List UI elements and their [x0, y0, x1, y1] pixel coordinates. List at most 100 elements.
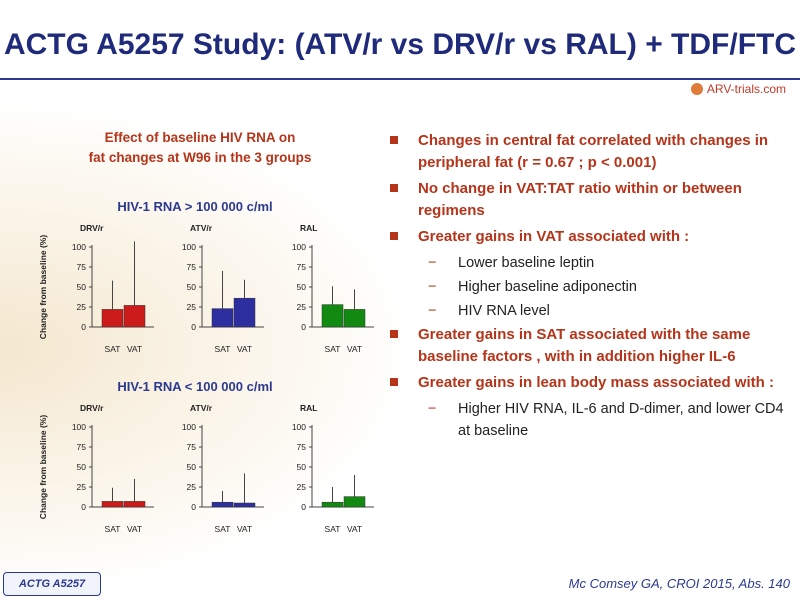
- x-tick-label: VAT: [347, 524, 362, 534]
- sub-bullet-item: − Higher HIV RNA, IL-6 and D-dimer, and l…: [390, 398, 790, 442]
- bullet-item: Greater gains in lean body mass associat…: [390, 372, 790, 394]
- panel-label: DRV/r: [80, 223, 104, 233]
- y-tick-label: 100: [292, 242, 306, 252]
- dash-icon: −: [428, 279, 437, 295]
- y-tick-label: 50: [297, 282, 307, 292]
- bullet-text: Greater gains in SAT associated with the…: [418, 326, 751, 365]
- panel-label: RAL: [300, 403, 317, 413]
- y-tick-label: 25: [297, 302, 307, 312]
- sub-bullet-item: − Higher baseline adiponectin: [390, 276, 790, 298]
- chart-title-line2: fat changes at W96 in the 3 groups: [88, 150, 312, 165]
- bullet-list: Changes in central fat correlated with c…: [390, 130, 790, 444]
- y-tick-label: 100: [292, 422, 306, 432]
- chart-subtitle: HIV-1 RNA < 100 000 c/ml: [117, 379, 272, 394]
- bullet-item: No change in VAT:TAT ratio within or bet…: [390, 178, 790, 222]
- y-tick-label: 50: [77, 462, 87, 472]
- y-axis-label: Change from baseline (%): [38, 415, 48, 520]
- chart-title: Effect of baseline HIV RNA on fat change…: [40, 128, 360, 168]
- sub-bullet-item: − HIV RNA level: [390, 300, 790, 322]
- x-tick-label: VAT: [127, 524, 142, 534]
- bar: [233, 502, 256, 508]
- bullet-text: HIV RNA level: [458, 303, 550, 319]
- bullet-square-icon: [390, 184, 398, 192]
- y-tick-label: 50: [187, 282, 197, 292]
- dash-icon: −: [428, 255, 437, 271]
- chart-subtitle: HIV-1 RNA > 100 000 c/ml: [117, 199, 272, 214]
- bullet-text: Greater gains in VAT associated with :: [418, 228, 690, 245]
- y-tick-label: 100: [72, 242, 86, 252]
- y-tick-label: 25: [77, 302, 87, 312]
- x-tick-label: VAT: [237, 524, 252, 534]
- x-tick-label: SAT: [215, 524, 231, 534]
- bar: [321, 304, 344, 328]
- y-tick-label: 75: [187, 262, 197, 272]
- bar: [343, 496, 366, 508]
- bar: [101, 309, 124, 328]
- bar: [343, 309, 366, 328]
- y-tick-label: 0: [81, 502, 86, 512]
- x-tick-label: VAT: [237, 344, 252, 354]
- x-tick-label: VAT: [127, 344, 142, 354]
- y-tick-label: 50: [187, 462, 197, 472]
- bullet-text: Greater gains in lean body mass associat…: [418, 374, 774, 391]
- y-tick-label: 100: [182, 422, 196, 432]
- panel-label: RAL: [300, 223, 317, 233]
- bar: [123, 305, 146, 328]
- y-tick-label: 75: [77, 442, 87, 452]
- bar: [101, 501, 124, 508]
- y-tick-label: 0: [191, 502, 196, 512]
- panel-label: ATV/r: [190, 403, 213, 413]
- y-tick-label: 25: [187, 302, 197, 312]
- dash-icon: −: [428, 401, 437, 417]
- background-fade: [0, 96, 420, 600]
- bar-charts: HIV-1 RNA > 100 000 c/ml Change from base…: [38, 199, 374, 534]
- y-tick-label: 0: [301, 322, 306, 332]
- logo-icon: [690, 83, 703, 95]
- bar: [233, 297, 256, 328]
- reference-citation: Mc Comsey GA, CROI 2015, Abs. 140: [568, 576, 790, 591]
- bullet-square-icon: [390, 136, 398, 144]
- chart-title-line1: Effect of baseline HIV RNA on: [104, 130, 296, 145]
- page-title: ACTG A5257 Study: (ATV/r vs DRV/r vs RAL…: [3, 28, 797, 61]
- bar: [211, 501, 234, 508]
- bullet-text: Lower baseline leptin: [458, 255, 595, 271]
- y-tick-label: 25: [187, 482, 197, 492]
- study-tag: ACTG A5257: [3, 572, 101, 596]
- dash-icon: −: [428, 303, 437, 319]
- bar: [321, 501, 344, 508]
- y-tick-label: 100: [72, 422, 86, 432]
- bullet-text: Higher baseline adiponectin: [458, 279, 637, 295]
- y-tick-label: 75: [187, 442, 197, 452]
- title-divider: [0, 78, 800, 80]
- bullet-item: Changes in central fat correlated with c…: [390, 130, 790, 174]
- panel-label: ATV/r: [190, 223, 213, 233]
- y-tick-label: 75: [77, 262, 87, 272]
- y-tick-label: 75: [297, 442, 307, 452]
- bullet-text: No change in VAT:TAT ratio within or bet…: [418, 180, 742, 219]
- bullet-square-icon: [390, 378, 398, 386]
- y-tick-label: 75: [297, 262, 307, 272]
- arv-trials-logo: ARV-trials.com: [690, 82, 786, 96]
- bullet-item: Greater gains in SAT associated with the…: [390, 324, 790, 368]
- x-tick-label: SAT: [105, 524, 121, 534]
- bar: [211, 308, 234, 328]
- y-tick-label: 0: [301, 502, 306, 512]
- bar: [123, 501, 146, 508]
- bullet-square-icon: [390, 232, 398, 240]
- x-tick-label: SAT: [215, 344, 231, 354]
- x-tick-label: SAT: [325, 344, 341, 354]
- y-tick-label: 100: [182, 242, 196, 252]
- y-tick-label: 25: [77, 482, 87, 492]
- y-tick-label: 25: [297, 482, 307, 492]
- y-tick-label: 0: [191, 322, 196, 332]
- panel-label: DRV/r: [80, 403, 104, 413]
- bullet-square-icon: [390, 330, 398, 338]
- x-tick-label: VAT: [347, 344, 362, 354]
- y-axis-label: Change from baseline (%): [38, 235, 48, 340]
- x-tick-label: SAT: [105, 344, 121, 354]
- y-tick-label: 0: [81, 322, 86, 332]
- x-tick-label: SAT: [325, 524, 341, 534]
- sub-bullet-item: − Lower baseline leptin: [390, 252, 790, 274]
- bullet-text: Changes in central fat correlated with c…: [418, 132, 769, 171]
- bullet-text: Higher HIV RNA, IL-6 and D-dimer, and lo…: [458, 401, 784, 439]
